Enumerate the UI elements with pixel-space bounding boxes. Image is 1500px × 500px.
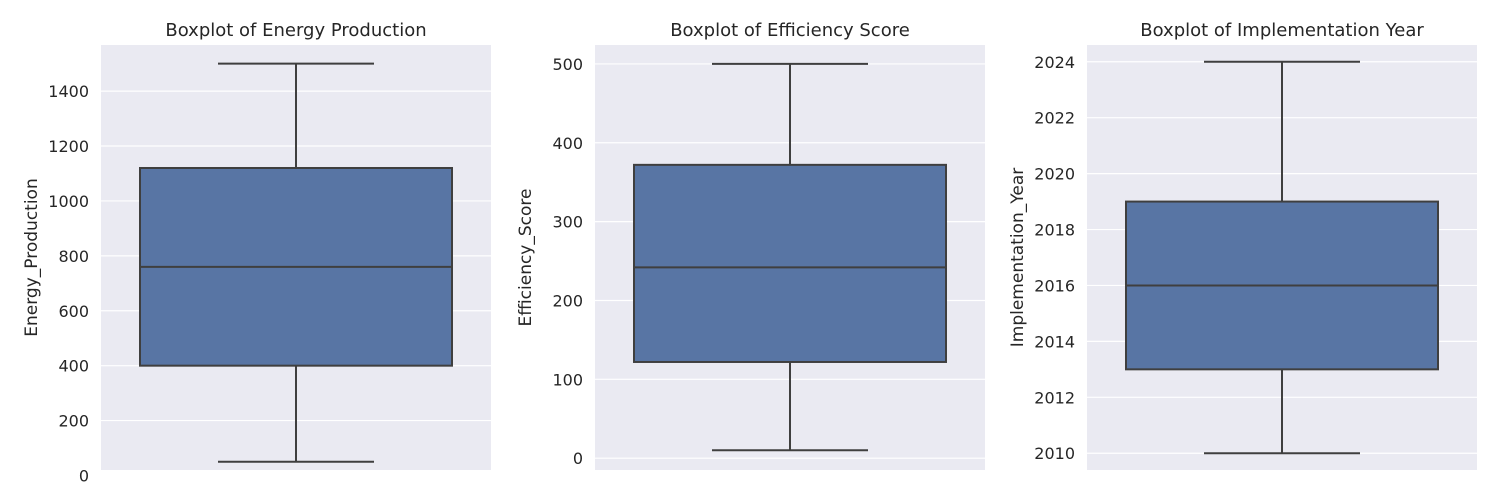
y-tick-label: 1200 <box>48 137 89 156</box>
boxplot-panel-2: 0 100 200 300 400 500 Boxplot of Efficiency Sc… <box>516 20 985 470</box>
y-tick-label: 0 <box>573 449 583 468</box>
y-tick-label: 600 <box>58 302 89 321</box>
y-tick-label: 1000 <box>48 192 89 211</box>
chart-title: Boxplot of Implementation Year <box>1140 20 1424 41</box>
y-tick-label: 2014 <box>1034 332 1075 351</box>
y-tick-label: 300 <box>552 213 583 232</box>
y-tick-label: 200 <box>58 412 89 431</box>
y-axis-label: Energy_Production <box>22 178 42 336</box>
y-axis-label: Efficiency_Score <box>516 188 536 326</box>
y-tick-label: 2018 <box>1034 221 1075 240</box>
chart-title: Boxplot of Energy Production <box>165 20 426 41</box>
chart-title: Boxplot of Efficiency Score <box>670 20 910 41</box>
y-tick-label: 500 <box>552 55 583 74</box>
y-tick-label: 400 <box>552 134 583 153</box>
y-tick-label: 400 <box>58 357 89 376</box>
y-tick-label: 2022 <box>1034 109 1075 128</box>
y-tick-label: 0 <box>79 466 89 485</box>
y-tick-label: 800 <box>58 247 89 266</box>
y-tick-label: 1400 <box>48 82 89 101</box>
boxplot-panel-3: 2010 2012 2014 2016 2018 2020 2022 2024 Boxplot … <box>1008 20 1477 470</box>
boxplot-panel-1: 0 200 400 600 800 1000 1200 1400 Boxplot of Ener… <box>22 20 491 485</box>
y-tick-label: 100 <box>552 370 583 389</box>
y-tick-label: 2024 <box>1034 53 1075 72</box>
y-tick-label: 2010 <box>1034 444 1075 463</box>
y-tick-label: 200 <box>552 291 583 310</box>
iqr-box <box>633 163 947 363</box>
y-axis-label: Implementation_Year <box>1008 168 1028 347</box>
y-tick-label: 2012 <box>1034 388 1075 407</box>
y-tick-label: 2016 <box>1034 276 1075 295</box>
y-tick-label: 2020 <box>1034 165 1075 184</box>
